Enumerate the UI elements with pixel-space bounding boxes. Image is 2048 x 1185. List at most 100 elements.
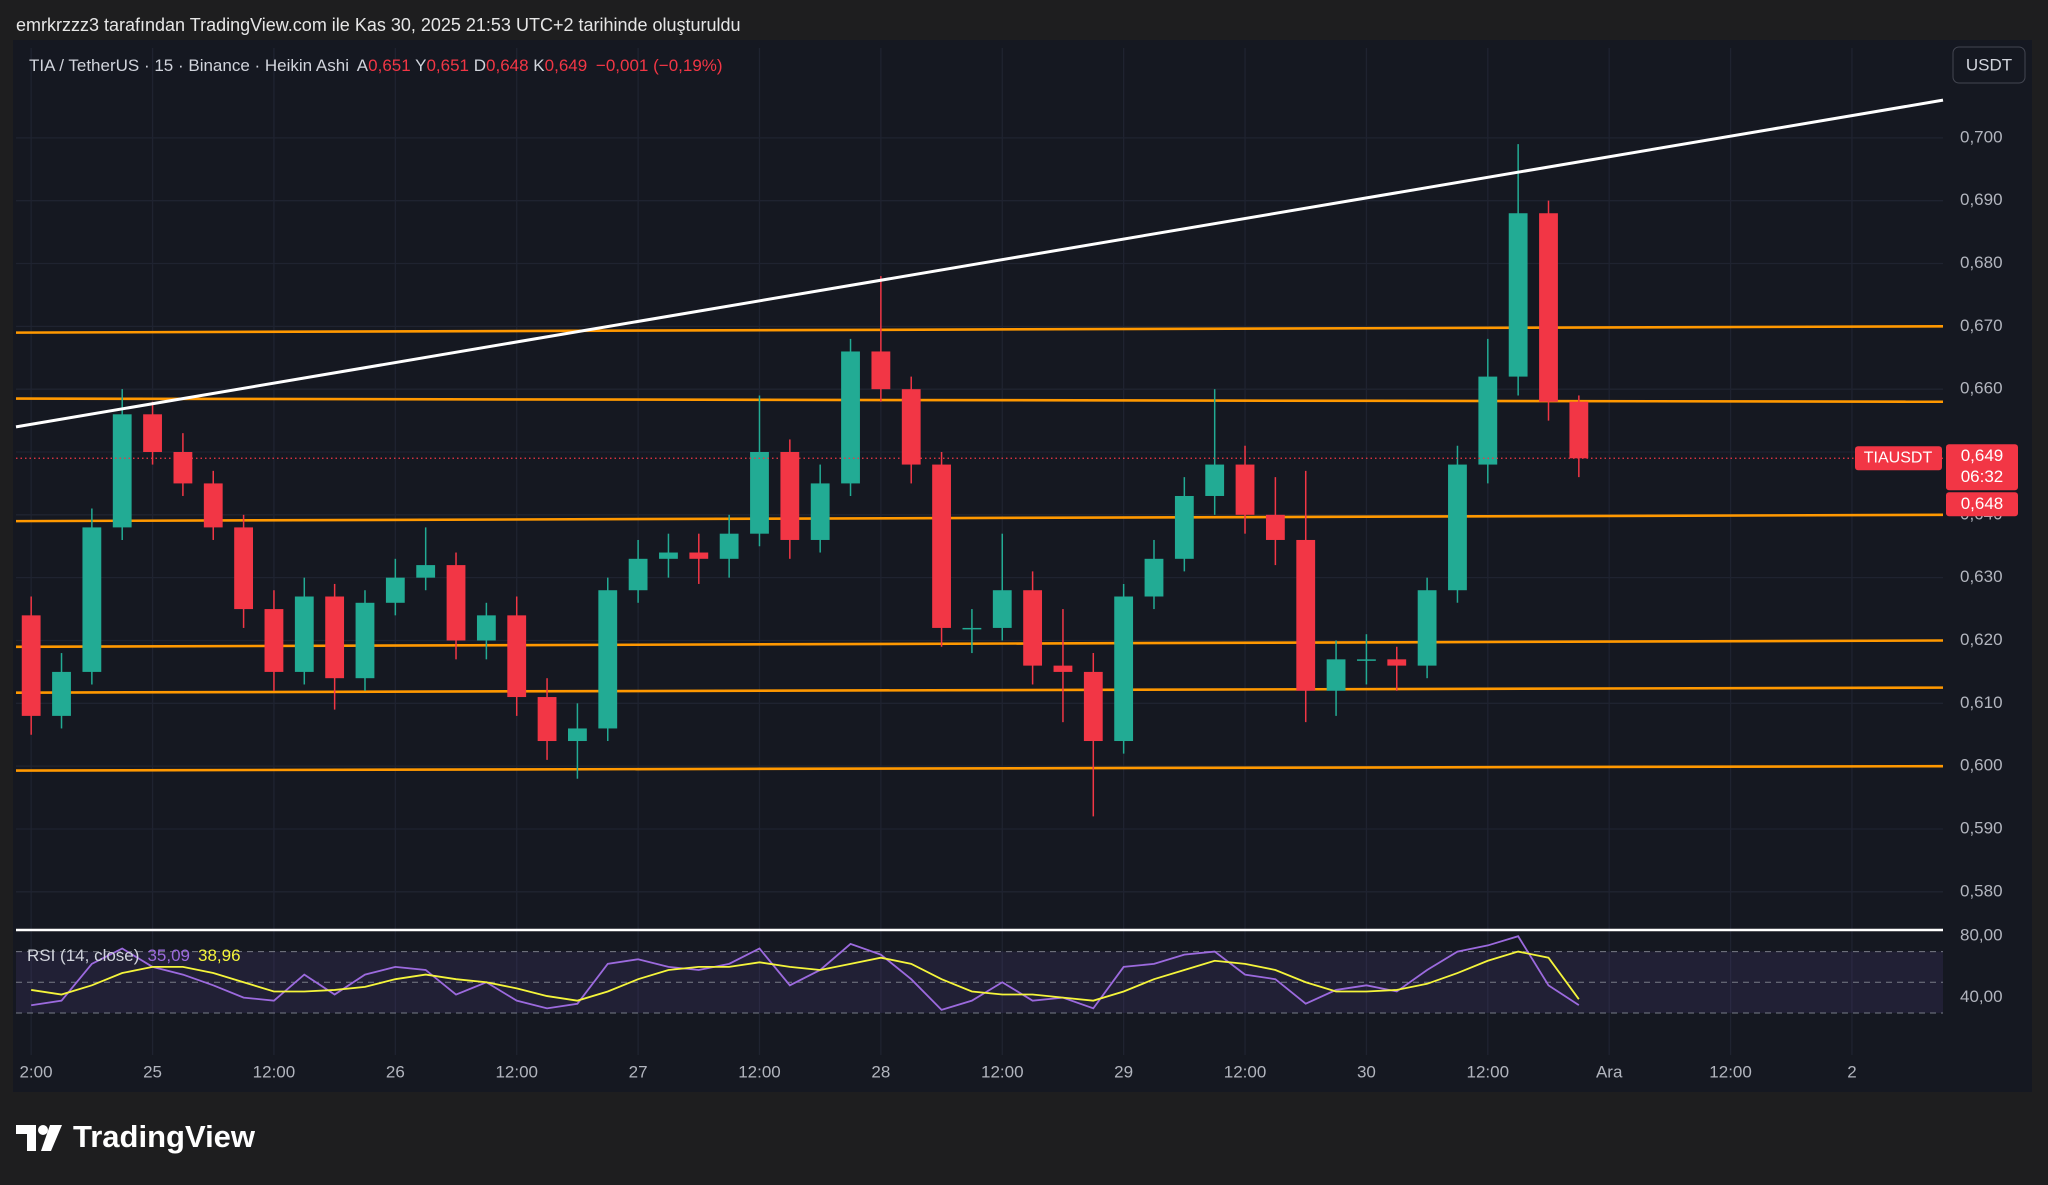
rsi-line: [31, 950, 1580, 1002]
level-line: [15, 325, 1944, 334]
x-tick-label: 27: [629, 1062, 648, 1081]
candle-body: [385, 577, 405, 603]
level-line: [15, 686, 1944, 694]
y-tick-label: 0,700: [1960, 127, 2003, 146]
x-tick-label: 12:00: [1467, 1062, 1510, 1081]
brand: TradingView: [73, 1119, 256, 1154]
level-line: [15, 397, 1944, 404]
candle-body: [21, 615, 41, 716]
y-tick-label: 0,620: [1960, 630, 2003, 649]
candle-body: [598, 590, 618, 729]
symbol-tag: TIAUSDT: [1864, 450, 1933, 467]
candle-body: [264, 609, 284, 672]
rsi-legend-item: 35,09: [147, 946, 190, 965]
candle-body: [294, 596, 314, 672]
candle-body: [1174, 495, 1194, 559]
rsi-legend-item: 38,96: [198, 946, 241, 965]
price-tag: [1946, 444, 2018, 491]
ohlc-key: D: [474, 56, 486, 75]
countdown: 06:32: [1961, 467, 2004, 486]
y-tick-label: 0,580: [1960, 881, 2003, 900]
candle-body: [871, 351, 891, 390]
candle-body: [1023, 590, 1043, 666]
candle-body: [1083, 671, 1103, 742]
rsi-tick-label: 80,00: [1960, 926, 2003, 945]
legend: TIA / TetherUS · 15 · Binance · Heikin A…: [29, 56, 723, 75]
second-price-label: 0,648: [1961, 494, 2004, 513]
rsi-legend: RSI (14, close) 35,09 38,96: [27, 946, 241, 965]
x-tick-label: 12:00: [495, 1062, 538, 1081]
x-tick-label: 30: [1357, 1062, 1376, 1081]
chart-title: TIA / TetherUS · 15 · Binance · Heikin A…: [29, 56, 349, 75]
level-line: [15, 764, 1944, 772]
trend-line: [15, 98, 1944, 429]
candle-body: [112, 414, 132, 528]
rsi-line: [31, 935, 1580, 1011]
x-tick-label: 12:00: [1709, 1062, 1752, 1081]
candle-body: [1448, 464, 1467, 591]
rsi-tick-label: 40,00: [1960, 987, 2003, 1006]
candle-body: [203, 483, 223, 528]
y-tick-label: 0,590: [1960, 818, 2003, 837]
tradingview-logo: [16, 1125, 62, 1151]
candle-body: [1326, 659, 1346, 691]
candle-body: [507, 615, 527, 698]
candle-body: [659, 552, 678, 559]
candle-body: [568, 728, 587, 742]
ohlc-key: Y: [415, 56, 426, 75]
candle-body: [82, 527, 102, 672]
candle-body: [841, 351, 860, 484]
candle-body: [719, 533, 739, 559]
candle-body: [1539, 213, 1558, 402]
x-tick-label: Ara: [1596, 1062, 1623, 1081]
candle-body: [1053, 665, 1073, 672]
candle-body: [234, 527, 254, 610]
candle-body: [962, 627, 982, 630]
candle-body: [1478, 376, 1498, 465]
ohlc-value: 0,648: [486, 56, 529, 75]
candle-body: [1508, 213, 1528, 377]
candle-body: [355, 602, 375, 679]
last-price-label: 0,649: [1961, 446, 2004, 465]
x-tick-label: 25: [143, 1062, 162, 1081]
candle-body: [992, 590, 1012, 628]
x-tick-label: 28: [871, 1062, 890, 1081]
attribution: emrkrzzz3 tarafından TradingView.com ile…: [16, 15, 741, 35]
candle-body: [1569, 401, 1589, 459]
x-tick-label: 12:00: [253, 1062, 296, 1081]
candle-body: [689, 552, 709, 559]
candle-body: [780, 452, 800, 540]
candle-body: [1205, 464, 1225, 496]
candle-body: [1417, 590, 1437, 666]
change: −0,001 (−0,19%): [596, 56, 723, 75]
candle-body: [1265, 514, 1285, 540]
ohlc-key: A: [357, 56, 369, 75]
candle-body: [476, 615, 496, 641]
candle-body: [416, 565, 436, 578]
y-tick-label: 0,630: [1960, 567, 2003, 586]
candle-body: [1296, 539, 1316, 691]
x-tick-label: 12:00: [738, 1062, 781, 1081]
chart-layer: 2:00 25 12:00 26 12:00 27 12:00 28 12:00 29 12:00 3…: [15, 48, 2018, 1081]
candle-body: [173, 452, 193, 484]
candle-body: [810, 483, 830, 540]
y-tick-label: 0,600: [1960, 756, 2003, 775]
candle-body: [932, 464, 951, 628]
price-tag: [1855, 446, 1942, 471]
x-tick-label: 29: [1114, 1062, 1133, 1081]
candle-body: [143, 414, 162, 453]
candle-body: [1357, 659, 1376, 661]
currency[interactable]: USDT: [1966, 55, 2012, 74]
candle-body: [446, 565, 466, 641]
currency-button[interactable]: [1952, 46, 2026, 84]
ohlc-value: 0,649: [545, 56, 588, 75]
price-tag: [1946, 492, 2018, 517]
candle-body: [1144, 558, 1164, 597]
y-tick-label: 0,680: [1960, 253, 2003, 272]
candle-body: [537, 697, 557, 742]
candle-body: [628, 558, 648, 591]
level-line: [15, 513, 1944, 523]
candle-body: [325, 596, 345, 679]
candle-body: [901, 389, 921, 465]
